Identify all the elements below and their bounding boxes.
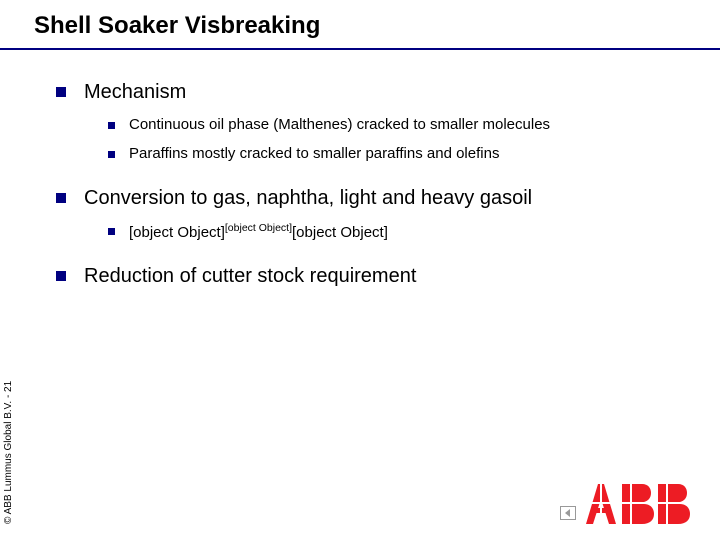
subbullet: [object Object][object Object][object Ob… [108,222,690,243]
content-area: Mechanism Continuous oil phase (Malthene… [56,80,690,288]
square-bullet-icon [108,151,115,158]
square-bullet-icon [108,228,115,235]
bullet-text: Conversion to gas, naphtha, light and he… [84,186,532,210]
square-bullet-icon [56,271,66,281]
title-underline [0,48,720,50]
bullet-reduction: Reduction of cutter stock requirement [56,264,690,288]
text-part: [object Object] [292,224,388,241]
bullet-text: Reduction of cutter stock requirement [84,264,416,288]
subitems: [object Object][object Object][object Ob… [108,222,690,243]
bullet-mechanism: Mechanism [56,80,690,104]
superscript: [object Object] [225,222,292,234]
square-bullet-icon [108,122,115,129]
subbullet-text: Continuous oil phase (Malthenes) cracked… [129,116,550,135]
subbullet-text: [object Object][object Object][object Ob… [129,222,388,243]
slide: Shell Soaker Visbreaking Mechanism Conti… [0,0,720,540]
abb-logo [586,484,690,524]
square-bullet-icon [56,193,66,203]
square-bullet-icon [56,87,66,97]
subbullet: Continuous oil phase (Malthenes) cracked… [108,116,690,135]
text-part: [object Object] [129,224,225,241]
subbullet: Paraffins mostly cracked to smaller para… [108,145,690,164]
bullet-text: Mechanism [84,80,186,104]
bullet-conversion: Conversion to gas, naphtha, light and he… [56,186,690,210]
copyright-text: © ABB Lummus Global B.V. - 21 [3,381,14,524]
back-icon [560,506,576,520]
slide-title: Shell Soaker Visbreaking [34,12,320,40]
subitems: Continuous oil phase (Malthenes) cracked… [108,116,690,164]
subbullet-text: Paraffins mostly cracked to smaller para… [129,145,499,164]
